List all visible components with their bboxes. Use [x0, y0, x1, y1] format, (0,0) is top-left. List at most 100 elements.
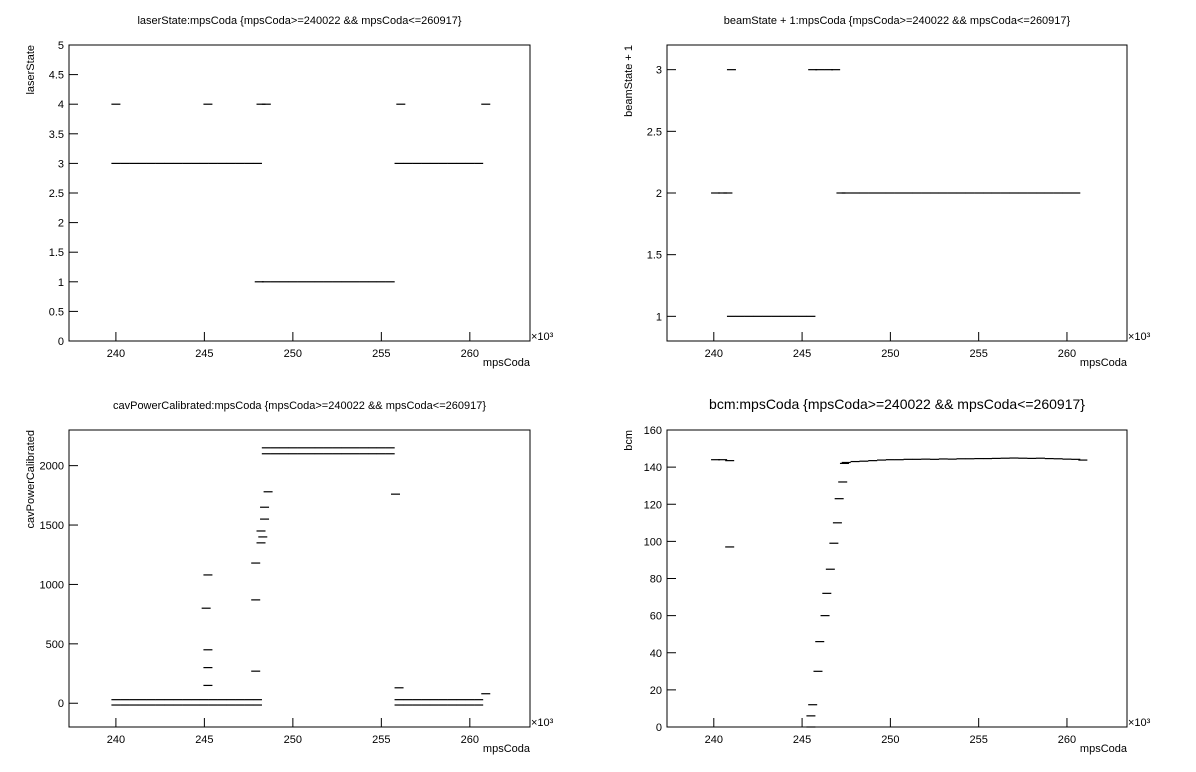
point — [877, 459, 887, 461]
point — [974, 457, 984, 460]
point — [1018, 192, 1028, 194]
point — [252, 704, 262, 706]
point — [323, 453, 333, 455]
point — [314, 447, 324, 449]
point — [323, 281, 333, 283]
point — [822, 592, 832, 594]
point — [1071, 192, 1081, 194]
point — [350, 447, 360, 449]
point — [137, 162, 147, 164]
x-axis-label: mpsCoda — [1080, 357, 1128, 369]
point — [182, 704, 192, 706]
point — [1027, 192, 1037, 194]
y-tick-label: 2.5 — [49, 188, 64, 200]
point — [824, 69, 834, 71]
point — [938, 192, 948, 194]
point — [261, 281, 271, 283]
x-tick-label: 255 — [372, 734, 390, 746]
point — [270, 447, 280, 449]
point — [1035, 192, 1045, 194]
point — [447, 162, 457, 164]
point — [263, 491, 273, 493]
point — [261, 453, 271, 455]
point — [208, 162, 218, 164]
point — [711, 192, 721, 194]
panel: beamState + 1:mpsCoda {mpsCoda>=240022 &… — [623, 15, 1151, 369]
chart-title: laserState:mpsCoda {mpsCoda>=240022 && m… — [137, 15, 461, 27]
point — [367, 281, 377, 283]
y-tick-label: 1.5 — [49, 247, 64, 259]
point — [429, 162, 439, 164]
point — [111, 103, 121, 105]
point — [306, 447, 316, 449]
point — [256, 530, 266, 532]
point — [403, 704, 413, 706]
point — [421, 699, 431, 701]
point — [1044, 457, 1054, 460]
point — [1000, 457, 1010, 459]
chart-title: bcm:mpsCoda {mpsCoda>=240022 && mpsCoda<… — [709, 396, 1085, 412]
point — [359, 281, 369, 283]
point — [111, 704, 121, 706]
point — [465, 699, 475, 701]
point — [341, 281, 351, 283]
point — [921, 458, 931, 460]
point — [1035, 457, 1045, 459]
point — [226, 699, 236, 701]
point — [912, 458, 922, 460]
y-tick-label: 0 — [58, 698, 64, 710]
point — [1044, 192, 1054, 194]
point — [129, 704, 139, 706]
point — [806, 715, 816, 717]
point — [1053, 458, 1063, 460]
x-tick-label: 240 — [107, 348, 125, 360]
point — [839, 462, 849, 465]
point — [164, 704, 174, 706]
point — [182, 162, 192, 164]
point — [260, 506, 270, 508]
point — [841, 461, 851, 464]
point — [403, 162, 413, 164]
y-tick-label: 4.5 — [49, 70, 64, 82]
point — [120, 162, 130, 164]
point — [868, 192, 878, 194]
point — [376, 281, 386, 283]
x-tick-label: 240 — [107, 734, 125, 746]
point — [718, 459, 728, 461]
point — [297, 453, 307, 455]
x-tick-label: 245 — [793, 348, 811, 360]
point — [421, 704, 431, 706]
point — [164, 162, 174, 164]
x-tick-label: 255 — [969, 348, 987, 360]
point — [155, 162, 165, 164]
point — [251, 562, 261, 564]
point — [836, 192, 846, 194]
point — [965, 192, 975, 194]
point — [332, 453, 342, 455]
point — [465, 162, 475, 164]
point — [726, 315, 736, 317]
point — [137, 699, 147, 701]
x-axis-exponent: ×10³ — [531, 331, 554, 343]
point — [982, 457, 992, 460]
point — [718, 192, 728, 194]
chart-title: beamState + 1:mpsCoda {mpsCoda>=240022 &… — [724, 15, 1071, 27]
x-tick-label: 260 — [461, 734, 479, 746]
point — [288, 447, 298, 449]
y-tick-label: 2.5 — [647, 126, 662, 138]
point — [394, 162, 404, 164]
point — [831, 69, 841, 71]
point — [297, 447, 307, 449]
point — [725, 460, 735, 462]
point — [146, 699, 156, 701]
x-tick-label: 250 — [284, 348, 302, 360]
point — [1009, 192, 1019, 194]
point — [391, 493, 401, 495]
point — [120, 704, 130, 706]
point — [314, 281, 324, 283]
point — [226, 704, 236, 706]
point — [832, 522, 842, 524]
point — [820, 615, 830, 617]
y-tick-label: 1000 — [40, 579, 64, 591]
point — [903, 458, 913, 460]
